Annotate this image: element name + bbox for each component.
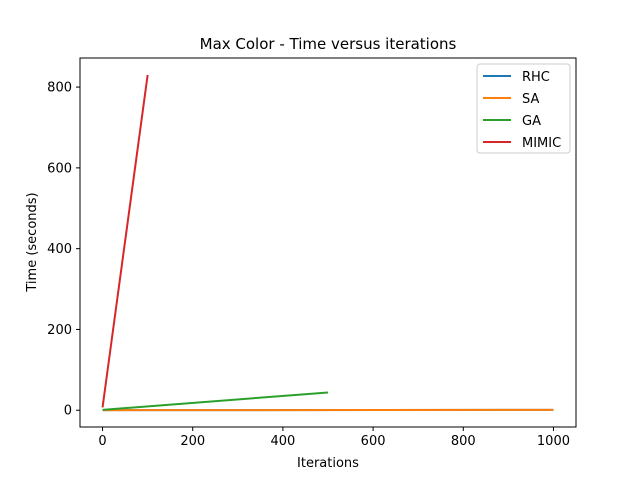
legend: RHC SA GA MIMIC [476,63,571,154]
legend-label-ga: GA [522,114,541,129]
x-tick-label: 200 [180,434,205,449]
plot-lines [101,74,554,412]
x-axis-ticks: 0 200 400 600 800 1000 [98,427,570,449]
y-axis-label: Time (seconds) [25,192,40,292]
y-axis-ticks: 0 200 400 600 800 [47,81,80,419]
x-axis-label: Iterations [297,456,359,471]
x-tick-label: 400 [270,434,295,449]
series-line-mimic [101,74,149,408]
legend-label-rhc: RHC [522,70,550,85]
plot-frame [79,57,577,428]
x-tick-label: 1000 [537,434,570,449]
y-tick-label: 0 [64,404,72,419]
legend-items: RHC SA GA MIMIC [483,70,561,151]
x-tick-label: 800 [451,434,476,449]
chart-title: Max Color - Time versus iterations [200,35,457,53]
x-tick-label: 0 [98,434,106,449]
y-tick-label: 800 [47,81,72,96]
y-tick-label: 400 [47,242,72,257]
x-tick-label: 600 [361,434,386,449]
legend-label-mimic: MIMIC [522,136,561,151]
y-tick-label: 200 [47,323,72,338]
legend-box [476,63,571,154]
series-line-ga [102,391,329,411]
y-tick-label: 600 [47,161,72,176]
legend-label-sa: SA [522,92,539,107]
